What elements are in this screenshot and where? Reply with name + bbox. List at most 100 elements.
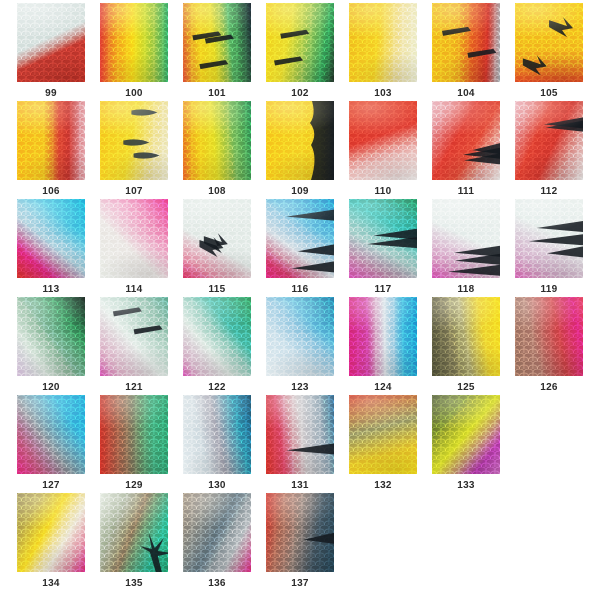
swatch-thumbnail[interactable] xyxy=(349,395,417,474)
swatch-cell[interactable]: 108 xyxy=(183,101,251,197)
scale-shadow-icon xyxy=(349,101,417,180)
swatch-number-label: 116 xyxy=(291,284,309,295)
scale-shadow-icon xyxy=(17,493,85,572)
swatch-cell[interactable]: 119 xyxy=(515,199,583,295)
swatch-thumbnail[interactable] xyxy=(183,395,251,474)
swatch-thumbnail[interactable] xyxy=(100,199,168,278)
swatch-cell[interactable]: 117 xyxy=(349,199,417,295)
swatch-number-label: 111 xyxy=(457,186,475,197)
swatch-thumbnail[interactable] xyxy=(432,3,500,82)
swatch-cell[interactable]: 124 xyxy=(349,297,417,393)
swatch-thumbnail[interactable] xyxy=(17,297,85,376)
swatch-thumbnail[interactable] xyxy=(515,297,583,376)
scale-shadow-icon xyxy=(183,493,251,572)
swatch-cell[interactable]: 104 xyxy=(432,3,500,99)
swatch-thumbnail[interactable] xyxy=(432,395,500,474)
swatch-cell[interactable]: 132 xyxy=(349,395,417,491)
swatch-number-label: 103 xyxy=(374,88,392,99)
swatch-thumbnail[interactable] xyxy=(266,493,334,572)
swatch-cell[interactable]: 105 xyxy=(515,3,583,99)
scale-shadow-icon xyxy=(183,101,251,180)
swatch-thumbnail[interactable] xyxy=(183,3,251,82)
scale-shadow-icon xyxy=(266,297,334,376)
swatch-cell[interactable]: 126 xyxy=(515,297,583,393)
scale-shadow-icon xyxy=(349,199,417,278)
scale-shadow-icon xyxy=(432,199,500,278)
swatch-number-label: 119 xyxy=(540,284,558,295)
swatch-cell[interactable]: 133 xyxy=(432,395,500,491)
swatch-thumbnail[interactable] xyxy=(266,297,334,376)
swatch-cell[interactable]: 129 xyxy=(100,395,168,491)
swatch-thumbnail[interactable] xyxy=(515,3,583,82)
swatch-thumbnail[interactable] xyxy=(349,3,417,82)
swatch-cell[interactable]: 107 xyxy=(100,101,168,197)
swatch-thumbnail[interactable] xyxy=(515,101,583,180)
swatch-thumbnail[interactable] xyxy=(17,3,85,82)
swatch-cell[interactable]: 113 xyxy=(17,199,85,295)
swatch-row: 113 114 115 116 117 118 119 xyxy=(17,199,600,297)
scale-shadow-icon xyxy=(183,395,251,474)
swatch-cell[interactable]: 101 xyxy=(183,3,251,99)
swatch-thumbnail[interactable] xyxy=(100,3,168,82)
scale-shadow-icon xyxy=(100,493,168,572)
swatch-cell[interactable]: 100 xyxy=(100,3,168,99)
swatch-thumbnail[interactable] xyxy=(183,101,251,180)
swatch-cell[interactable]: 110 xyxy=(349,101,417,197)
swatch-cell[interactable]: 137 xyxy=(266,493,334,589)
swatch-thumbnail[interactable] xyxy=(183,493,251,572)
swatch-number-label: 125 xyxy=(457,382,475,393)
swatch-thumbnail[interactable] xyxy=(100,297,168,376)
swatch-thumbnail[interactable] xyxy=(100,101,168,180)
swatch-cell[interactable]: 111 xyxy=(432,101,500,197)
swatch-cell[interactable]: 136 xyxy=(183,493,251,589)
swatch-cell[interactable]: 130 xyxy=(183,395,251,491)
swatch-thumbnail[interactable] xyxy=(183,199,251,278)
swatch-cell[interactable]: 134 xyxy=(17,493,85,589)
scale-shadow-icon xyxy=(349,395,417,474)
swatch-thumbnail[interactable] xyxy=(432,297,500,376)
swatch-cell[interactable]: 112 xyxy=(515,101,583,197)
swatch-thumbnail[interactable] xyxy=(432,199,500,278)
swatch-cell[interactable]: 109 xyxy=(266,101,334,197)
swatch-number-label: 131 xyxy=(291,480,309,491)
swatch-number-label: 112 xyxy=(540,186,558,197)
swatch-cell[interactable]: 118 xyxy=(432,199,500,295)
swatch-cell[interactable]: 121 xyxy=(100,297,168,393)
swatch-thumbnail[interactable] xyxy=(432,101,500,180)
swatch-thumbnail[interactable] xyxy=(349,199,417,278)
swatch-thumbnail[interactable] xyxy=(266,3,334,82)
swatch-thumbnail[interactable] xyxy=(183,297,251,376)
swatch-thumbnail[interactable] xyxy=(349,101,417,180)
swatch-thumbnail[interactable] xyxy=(17,199,85,278)
swatch-number-label: 106 xyxy=(42,186,60,197)
swatch-cell[interactable]: 125 xyxy=(432,297,500,393)
swatch-cell[interactable]: 115 xyxy=(183,199,251,295)
swatch-thumbnail[interactable] xyxy=(17,493,85,572)
swatch-number-label: 134 xyxy=(42,578,60,589)
swatch-cell[interactable]: 123 xyxy=(266,297,334,393)
swatch-cell[interactable]: 99 xyxy=(17,3,85,99)
swatch-cell[interactable]: 127 xyxy=(17,395,85,491)
swatch-thumbnail[interactable] xyxy=(266,395,334,474)
swatch-cell[interactable]: 122 xyxy=(183,297,251,393)
swatch-cell[interactable]: 103 xyxy=(349,3,417,99)
swatch-cell[interactable]: 114 xyxy=(100,199,168,295)
swatch-thumbnail[interactable] xyxy=(17,101,85,180)
swatch-thumbnail[interactable] xyxy=(515,199,583,278)
swatch-cell[interactable]: 131 xyxy=(266,395,334,491)
scale-shadow-icon xyxy=(100,297,168,376)
swatch-thumbnail[interactable] xyxy=(100,493,168,572)
swatch-thumbnail[interactable] xyxy=(266,199,334,278)
swatch-number-label: 135 xyxy=(125,578,143,589)
scale-shadow-icon xyxy=(17,395,85,474)
swatch-cell[interactable]: 135 xyxy=(100,493,168,589)
swatch-cell[interactable]: 102 xyxy=(266,3,334,99)
swatch-thumbnail[interactable] xyxy=(100,395,168,474)
swatch-cell[interactable]: 106 xyxy=(17,101,85,197)
scale-shadow-icon xyxy=(17,199,85,278)
swatch-thumbnail[interactable] xyxy=(266,101,334,180)
swatch-cell[interactable]: 116 xyxy=(266,199,334,295)
swatch-cell[interactable]: 120 xyxy=(17,297,85,393)
swatch-thumbnail[interactable] xyxy=(349,297,417,376)
swatch-thumbnail[interactable] xyxy=(17,395,85,474)
